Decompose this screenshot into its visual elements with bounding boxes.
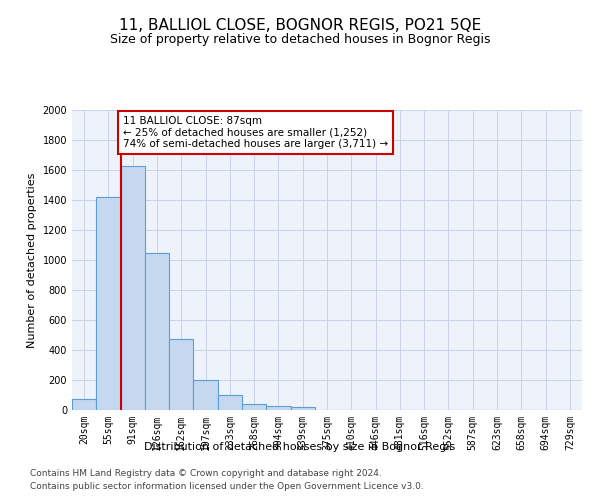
Text: Distribution of detached houses by size in Bognor Regis: Distribution of detached houses by size … <box>145 442 455 452</box>
Bar <box>193 380 218 410</box>
Text: Contains HM Land Registry data © Crown copyright and database right 2024.: Contains HM Land Registry data © Crown c… <box>30 468 382 477</box>
Bar <box>169 339 193 410</box>
Bar <box>121 166 145 410</box>
Text: 11, BALLIOL CLOSE, BOGNOR REGIS, PO21 5QE: 11, BALLIOL CLOSE, BOGNOR REGIS, PO21 5Q… <box>119 18 481 32</box>
Text: Size of property relative to detached houses in Bognor Regis: Size of property relative to detached ho… <box>110 32 490 46</box>
Bar <box>218 395 242 410</box>
Bar <box>72 399 96 410</box>
Bar <box>242 404 266 410</box>
Text: Contains public sector information licensed under the Open Government Licence v3: Contains public sector information licen… <box>30 482 424 491</box>
Bar <box>145 252 169 410</box>
Bar <box>290 407 315 410</box>
Bar <box>266 406 290 410</box>
Text: 11 BALLIOL CLOSE: 87sqm
← 25% of detached houses are smaller (1,252)
74% of semi: 11 BALLIOL CLOSE: 87sqm ← 25% of detache… <box>123 116 388 149</box>
Y-axis label: Number of detached properties: Number of detached properties <box>27 172 37 348</box>
Bar <box>96 197 121 410</box>
